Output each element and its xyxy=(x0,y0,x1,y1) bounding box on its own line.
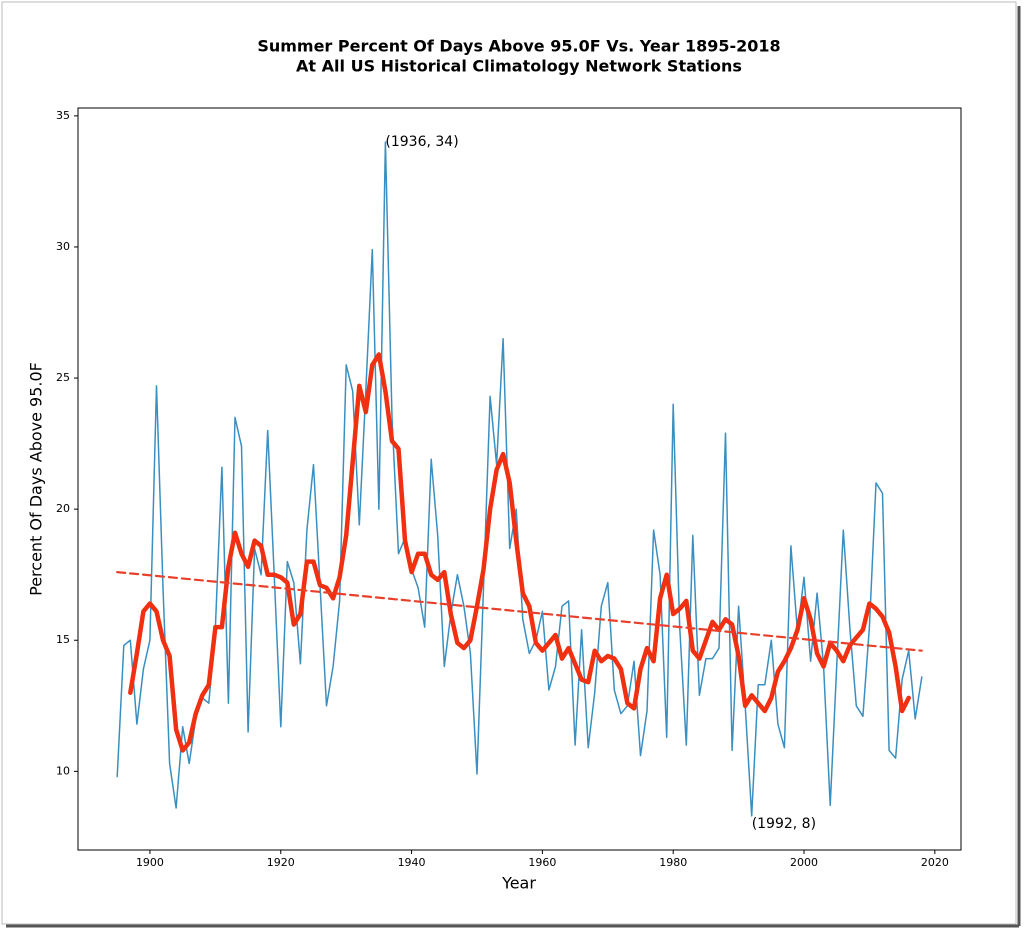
chart-title: Summer Percent Of Days Above 95.0F Vs. Y… xyxy=(257,37,780,56)
chart-title: At All US Historical Climatology Network… xyxy=(296,57,742,76)
y-tick-label: 10 xyxy=(56,764,70,777)
x-tick-label: 1960 xyxy=(528,856,556,869)
y-tick-label: 35 xyxy=(56,109,70,122)
y-axis-label: Percent Of Days Above 95.0F xyxy=(27,362,46,596)
x-tick-label: 1940 xyxy=(398,856,426,869)
x-tick-label: 1980 xyxy=(659,856,687,869)
y-tick-label: 15 xyxy=(56,633,70,646)
annotation: (1936, 34) xyxy=(385,134,458,150)
x-tick-label: 1920 xyxy=(267,856,295,869)
y-tick-label: 20 xyxy=(56,502,70,515)
x-tick-label: 2000 xyxy=(790,856,818,869)
plot-area xyxy=(77,107,962,851)
x-tick-label: 2020 xyxy=(921,856,949,869)
annotation: (1992, 8) xyxy=(752,816,816,832)
y-tick-label: 30 xyxy=(56,240,70,253)
series-line xyxy=(128,352,911,753)
y-tick-label: 25 xyxy=(56,371,70,384)
x-tick-label: 1900 xyxy=(136,856,164,869)
series-line xyxy=(116,571,923,652)
x-axis-label: Year xyxy=(501,874,536,893)
